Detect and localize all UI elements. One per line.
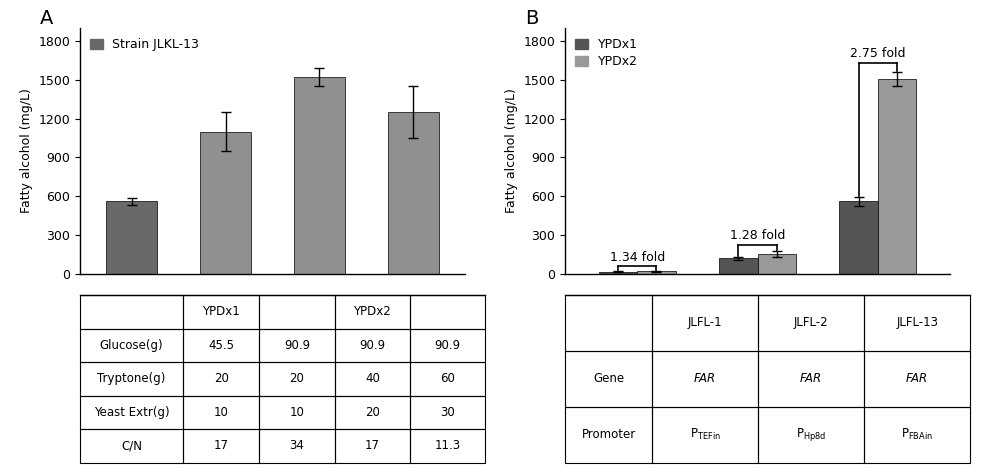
Bar (758, 295, 864, 351)
Bar (410, 295, 485, 329)
Text: Yeast Extr(g): Yeast Extr(g) (94, 406, 169, 419)
Text: JLFL-13: JLFL-13 (896, 316, 938, 329)
Bar (183, 295, 259, 329)
Text: Glucose(g): Glucose(g) (100, 339, 163, 352)
Text: 10: 10 (289, 406, 304, 419)
Bar (864, 295, 970, 351)
Bar (335, 295, 410, 329)
Text: 90.9: 90.9 (435, 339, 461, 352)
Text: C/N: C/N (121, 439, 142, 452)
Bar (878, 79, 916, 274)
Bar (259, 295, 335, 329)
Bar (864, 407, 970, 463)
Bar (719, 258, 758, 274)
Text: Gene: Gene (593, 372, 624, 385)
Bar (183, 396, 259, 429)
Bar (410, 362, 485, 396)
Text: 45.5: 45.5 (208, 339, 234, 352)
Text: 60: 60 (440, 372, 455, 385)
Bar (335, 396, 410, 429)
Text: 11.3: 11.3 (435, 439, 461, 452)
Bar (758, 254, 796, 274)
Bar (335, 362, 410, 396)
Y-axis label: Fatty alcohol (mg/L): Fatty alcohol (mg/L) (505, 89, 518, 213)
Bar (565, 351, 652, 407)
Text: 10: 10 (214, 406, 229, 419)
Bar (183, 329, 259, 362)
Text: 17: 17 (214, 439, 229, 452)
Bar (565, 295, 652, 351)
Bar (80, 329, 183, 362)
Bar (80, 362, 183, 396)
Bar (335, 329, 410, 362)
Bar (410, 429, 485, 463)
Bar (652, 351, 758, 407)
Text: 30: 30 (440, 406, 455, 419)
Bar (80, 429, 183, 463)
Bar (599, 272, 637, 274)
Text: 34: 34 (289, 439, 304, 452)
Bar (80, 295, 183, 329)
Text: 90.9: 90.9 (360, 339, 386, 352)
Bar (183, 362, 259, 396)
Bar (758, 407, 864, 463)
Y-axis label: Fatty alcohol (mg/L): Fatty alcohol (mg/L) (20, 89, 33, 213)
Bar (652, 407, 758, 463)
Text: B: B (525, 9, 538, 28)
Bar (80, 396, 183, 429)
Text: FAR: FAR (694, 372, 716, 385)
Text: 20: 20 (214, 372, 229, 385)
Text: $\mathregular{P_{TEFin}}$: $\mathregular{P_{TEFin}}$ (690, 427, 721, 442)
Bar (294, 77, 345, 274)
Bar (183, 429, 259, 463)
Text: 40: 40 (365, 372, 380, 385)
Bar (410, 396, 485, 429)
Text: JLFL-2: JLFL-2 (794, 316, 829, 329)
Text: YPDx1: YPDx1 (202, 305, 240, 318)
Legend: YPDx1, YPDx2: YPDx1, YPDx2 (571, 34, 641, 72)
Bar (259, 362, 335, 396)
Text: A: A (40, 9, 53, 28)
Text: 20: 20 (365, 406, 380, 419)
Text: JLFL-1: JLFL-1 (688, 316, 722, 329)
Legend: Strain JLKL-13: Strain JLKL-13 (86, 34, 203, 55)
Text: 17: 17 (365, 439, 380, 452)
Text: 90.9: 90.9 (284, 339, 310, 352)
Bar (652, 295, 758, 351)
Text: 2.75 fold: 2.75 fold (850, 48, 906, 60)
Bar (388, 112, 439, 274)
Bar (839, 202, 878, 274)
Text: 20: 20 (289, 372, 304, 385)
Bar (259, 429, 335, 463)
Bar (200, 132, 251, 274)
Text: $\mathregular{P_{Hp8d}}$: $\mathregular{P_{Hp8d}}$ (796, 426, 826, 443)
Bar (637, 271, 676, 274)
Text: Promoter: Promoter (581, 428, 636, 441)
Text: $\mathregular{P_{FBAin}}$: $\mathregular{P_{FBAin}}$ (901, 427, 933, 442)
Bar (335, 429, 410, 463)
Text: 1.28 fold: 1.28 fold (730, 229, 785, 242)
Text: YPDx2: YPDx2 (353, 305, 391, 318)
Bar (259, 396, 335, 429)
Bar (410, 329, 485, 362)
Text: FAR: FAR (906, 372, 928, 385)
Bar (758, 351, 864, 407)
Text: FAR: FAR (800, 372, 822, 385)
Bar (864, 351, 970, 407)
Bar (106, 202, 157, 274)
Bar (565, 407, 652, 463)
Text: 1.34 fold: 1.34 fold (610, 251, 665, 263)
Bar (259, 329, 335, 362)
Text: Tryptone(g): Tryptone(g) (97, 372, 166, 385)
